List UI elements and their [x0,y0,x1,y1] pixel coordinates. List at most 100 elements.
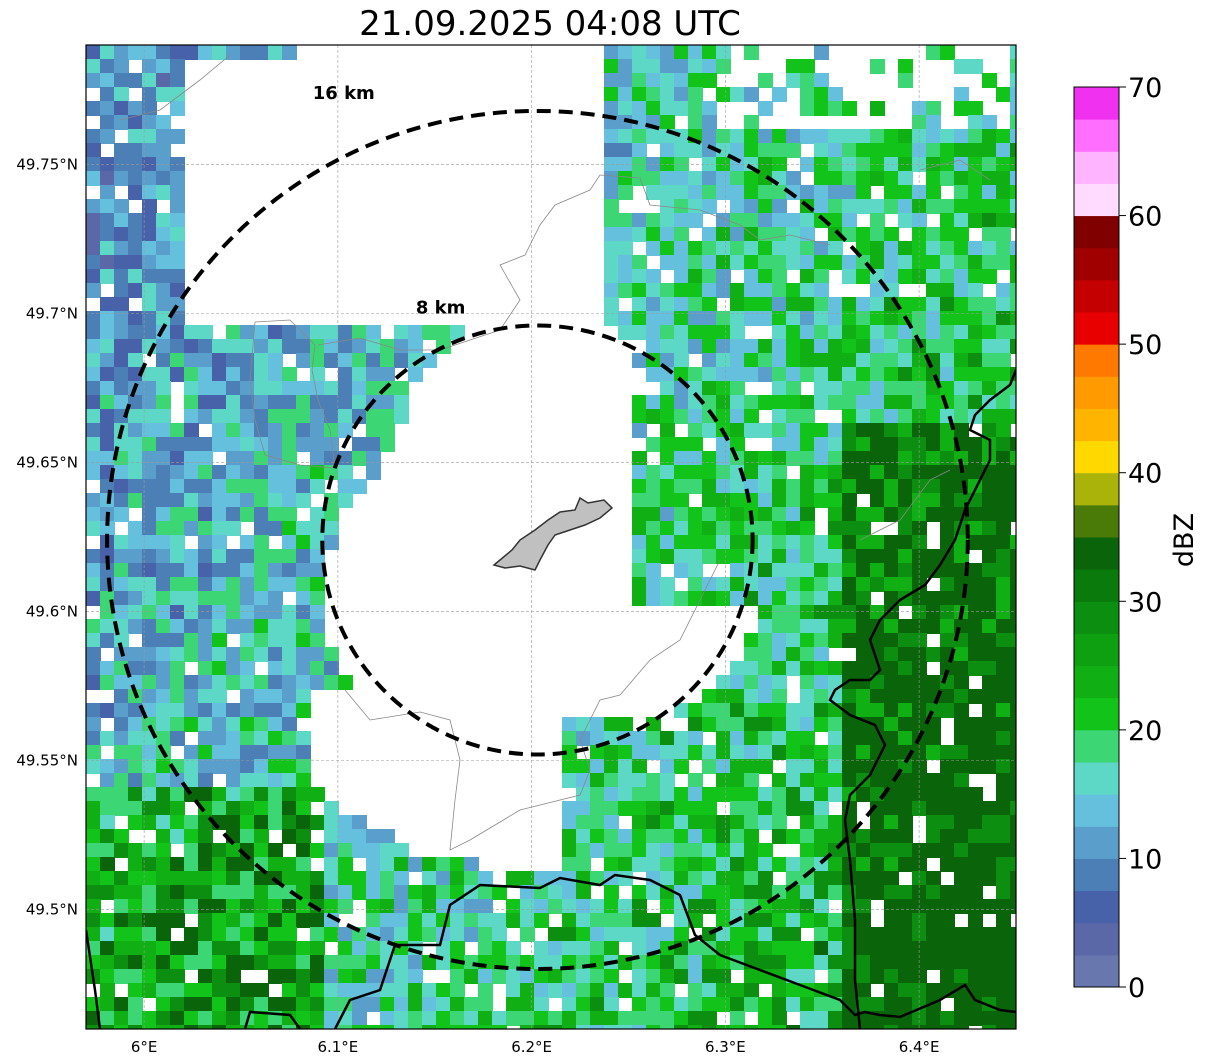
radar-cell [996,885,1011,900]
radar-cell [282,829,297,844]
radar-cell [940,801,955,816]
radar-cell [212,535,227,550]
radar-cell [702,689,717,704]
radar-cell [884,143,899,158]
radar-cell [86,899,101,914]
radar-cell [100,983,115,998]
radar-cell [310,409,325,424]
radar-cell [226,815,241,830]
radar-cell [142,283,157,298]
radar-cell [590,815,605,830]
radar-cell [730,241,745,256]
radar-cell [282,731,297,746]
radar-cell [968,563,983,578]
radar-cell [730,759,745,774]
radar-cell [912,885,927,900]
radar-cell [982,689,997,704]
radar-cell [800,857,815,872]
radar-cell [142,591,157,606]
radar-cell [1010,311,1016,326]
radar-cell [1010,339,1016,354]
radar-cell [716,857,731,872]
radar-cell [884,395,899,410]
radar-cell [996,143,1011,158]
radar-cell [590,829,605,844]
radar-cell [968,829,983,844]
radar-cell [870,703,885,718]
radar-cell [954,269,969,284]
radar-cell [898,941,913,956]
radar-cell [954,801,969,816]
radar-cell [940,255,955,270]
radar-cell [100,269,115,284]
radar-cell [674,171,689,186]
radar-cell [982,199,997,214]
radar-cell [912,969,927,984]
radar-cell [268,689,283,704]
radar-cell [366,885,381,900]
radar-cell [870,969,885,984]
radar-cell [408,1011,423,1026]
radar-cell [870,493,885,508]
radar-cell [786,703,801,718]
radar-cell [856,269,871,284]
radar-cell [730,171,745,186]
radar-cell [772,87,787,102]
radar-cell [618,843,633,858]
radar-cell [618,1025,633,1029]
radar-cell [198,717,213,732]
radar-cell [660,591,675,606]
radar-cell [86,129,101,144]
radar-cell [380,395,395,410]
radar-cell [198,437,213,452]
radar-cell [800,689,815,704]
radar-cell [828,605,843,620]
radar-cell [282,913,297,928]
radar-cell [268,353,283,368]
radar-cell [86,829,101,844]
radar-cell [618,759,633,774]
radar-cell [226,563,241,578]
radar-cell [184,521,199,536]
radar-cell [842,395,857,410]
radar-cell [884,633,899,648]
radar-cell [828,185,843,200]
radar-cell [702,899,717,914]
radar-cell [968,647,983,662]
radar-cell [212,465,227,480]
colorbar-swatch [1074,504,1119,538]
radar-cell [744,521,759,536]
radar-cell [814,241,829,256]
radar-cell [660,465,675,480]
radar-cell [814,297,829,312]
radar-cell [772,521,787,536]
radar-cell [618,45,633,60]
radar-cell [170,941,185,956]
radar-cell [212,801,227,816]
radar-cell [786,171,801,186]
radar-cell [240,913,255,928]
radar-cell [604,199,619,214]
radar-cell [618,745,633,760]
radar-cell [660,213,675,228]
range-ring-label: 8 km [416,297,466,318]
radar-cell [884,843,899,858]
radar-cell [716,913,731,928]
radar-cell [128,185,143,200]
axis-labels: 49.75°N49.7°N49.65°N49.6°N49.55°N49.5°N6… [16,155,939,1056]
radar-cell [856,423,871,438]
radar-cell [772,731,787,746]
radar-cell [618,801,633,816]
radar-cell [520,969,535,984]
radar-cell [996,591,1011,606]
radar-cell [786,395,801,410]
colorbar-swatch [1074,794,1119,827]
radar-cell [86,255,101,270]
radar-cell [492,913,507,928]
radar-cell [128,717,143,732]
radar-cell [926,899,941,914]
radar-cell [716,493,731,508]
radar-cell [758,619,773,634]
radar-cell [758,787,773,802]
radar-cell [114,843,129,858]
